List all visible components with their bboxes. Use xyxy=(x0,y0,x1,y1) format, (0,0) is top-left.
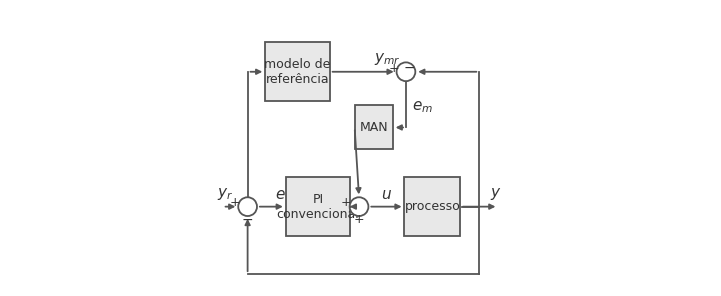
FancyBboxPatch shape xyxy=(265,42,329,101)
Text: $e_m$: $e_m$ xyxy=(412,99,433,115)
Text: PI
convencional: PI convencional xyxy=(277,193,359,221)
Circle shape xyxy=(238,197,257,216)
Circle shape xyxy=(397,62,415,81)
Text: MAN: MAN xyxy=(359,121,388,134)
Text: $u$: $u$ xyxy=(381,187,392,202)
Text: +: + xyxy=(230,196,240,209)
FancyBboxPatch shape xyxy=(355,105,393,149)
FancyBboxPatch shape xyxy=(286,177,350,236)
Text: $e$: $e$ xyxy=(275,187,286,202)
FancyBboxPatch shape xyxy=(404,177,460,236)
Text: +: + xyxy=(341,196,352,209)
Circle shape xyxy=(350,197,368,216)
Text: +: + xyxy=(389,62,399,75)
Text: modelo de
referência: modelo de referência xyxy=(265,58,331,86)
Text: processo: processo xyxy=(404,200,460,213)
Text: +: + xyxy=(354,213,364,226)
Text: −: − xyxy=(242,213,253,227)
Text: $y_{mr}$: $y_{mr}$ xyxy=(373,52,400,67)
Text: $y_r$: $y_r$ xyxy=(217,186,233,202)
Text: $y$: $y$ xyxy=(490,186,501,202)
Text: −: − xyxy=(404,61,415,75)
